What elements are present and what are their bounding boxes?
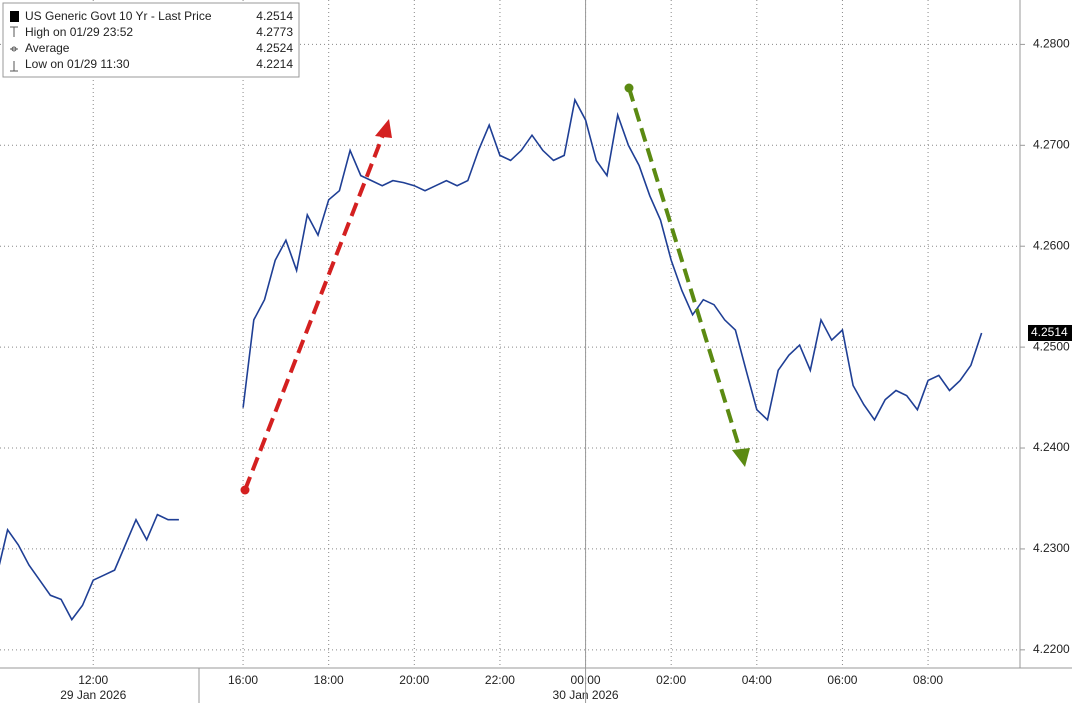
legend-swatch: [10, 11, 19, 22]
x-tick-label: 08:00: [913, 673, 943, 687]
last-price-box: [1028, 324, 1072, 341]
last-price-label: 4.2514: [1031, 325, 1068, 339]
x-tick-label: 18:00: [314, 673, 344, 687]
arrow-start: [624, 83, 634, 93]
arrow-head: [375, 119, 392, 138]
x-tick-label: 20:00: [399, 673, 429, 687]
y-tick-label: 4.2400: [1033, 440, 1070, 454]
y-tick-label: 4.2600: [1033, 238, 1070, 252]
legend-label: Average: [25, 41, 70, 55]
legend-label: US Generic Govt 10 Yr - Last Price: [25, 9, 212, 23]
price-line: [0, 97, 983, 622]
arrow-line: [243, 134, 385, 491]
y-tick-label: 4.2500: [1033, 339, 1070, 353]
legend-label: High on 01/29 23:52: [25, 25, 133, 39]
legend: US Generic Govt 10 Yr - Last Price 4.251…: [2, 2, 300, 78]
x-tick-label: 22:00: [485, 673, 515, 687]
x-tick-label: 04:00: [742, 673, 772, 687]
arrow-line: [627, 87, 742, 451]
date-label: 29 Jan 2026: [60, 688, 126, 702]
legend-value: 4.2524: [256, 41, 293, 55]
legend-value: 4.2214: [256, 57, 293, 71]
x-tick-label: 16:00: [228, 673, 258, 687]
y-tick-label: 4.2800: [1033, 37, 1070, 51]
arrow-start: [240, 485, 250, 495]
down-arrow: [624, 83, 750, 467]
arrow-head: [732, 448, 750, 467]
legend-value: 4.2773: [256, 25, 293, 39]
y-tick-label: 4.2200: [1033, 642, 1070, 656]
legend-label: Low on 01/29 11:30: [25, 57, 130, 71]
y-tick-label: 4.2300: [1033, 541, 1070, 555]
legend-value: 4.2514: [256, 9, 293, 23]
x-tick-label: 02:00: [656, 673, 686, 687]
y-tick-label: 4.2700: [1033, 137, 1070, 151]
x-tick-label: 12:00: [78, 673, 108, 687]
x-tick-label: 06:00: [827, 673, 857, 687]
up-arrow: [240, 119, 392, 495]
legend-icons: [10, 26, 18, 72]
legend-box: [2, 2, 300, 78]
